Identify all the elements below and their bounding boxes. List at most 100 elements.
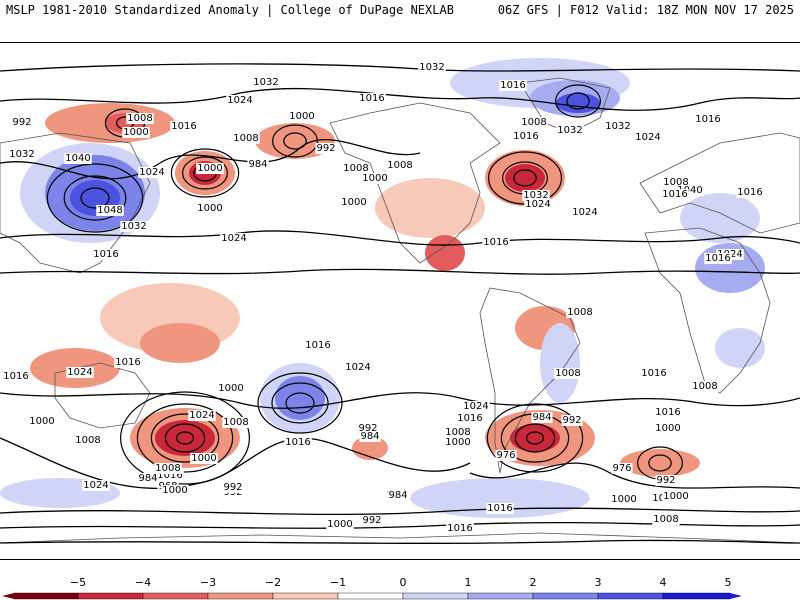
isobar-line [0,437,471,490]
legend-color-segment [77,592,144,600]
isobar-value-label: 1016 [170,121,198,132]
isobar-value-text: 1024 [83,480,108,491]
isobar-value-text: 1016 [500,80,525,91]
isobar-label-bg [531,412,553,423]
isobar-value-label: 1032 [8,149,36,160]
legend-color-segment [662,592,731,600]
isobar-ring [513,169,537,187]
isobar-label-bg [661,189,689,200]
isobar-value-label: 1000 [610,494,638,505]
isobar-label-bg [652,514,680,525]
isobar-value-text: 1008 [127,113,152,124]
isobar-ring [271,382,329,424]
isobar-label-bg [74,435,102,446]
isobar-ring [514,423,556,453]
isobar-value-text: 1032 [523,190,548,201]
isobar-value-label: 1024 [138,167,166,178]
isobar-value-label: 1032 [556,125,584,136]
isobar-value-text: 1000 [445,437,470,448]
isobar-value-text: 1000 [123,127,148,138]
legend-color-segment [13,592,79,600]
isobar-value-label: 1000 [662,491,690,502]
isobar-value-label: 1016 [640,368,668,379]
isobar-value-label: 1016 [654,407,682,418]
isobar-label-bg [691,381,719,392]
isobar-label-bg [340,197,368,208]
isobar-value-text: 1008 [653,514,678,525]
isobar-value-text: 1000 [611,494,636,505]
isobar-line [0,507,800,516]
isobar-label-bg [161,485,189,496]
isobar-value-text: 1032 [121,221,146,232]
isobar-line [0,268,800,275]
isobar-label-bg [304,340,332,351]
legend-tick-label: 3 [595,576,602,589]
mexico-low [425,235,465,271]
isobar-ring [136,403,234,473]
legend-color-segment [272,592,339,600]
isobar-ring [150,413,220,463]
isobar-value-text: 984 [388,490,407,501]
isobar-line [0,139,421,180]
isobar-value-text: 992 [656,475,675,486]
isobar-value-text: 1016 [641,368,666,379]
isobar-ring [525,431,544,445]
isobar-value-label: 1032 [252,77,280,88]
isobar-value-text: 1016 [447,523,472,534]
isobar-ring [80,187,110,209]
isobar-value-label: 1024 [524,199,552,210]
isobar-value-text: 1024 [635,132,660,143]
isobar-label-bg [566,307,594,318]
isobar-value-label: 1008 [342,163,370,174]
isobar-label-bg [634,132,662,143]
isobar-label-bg [284,437,312,448]
isobar-label-bg [156,470,184,481]
isobar-contours [0,63,800,544]
isobar-value-text: 1016 [157,470,182,481]
isobar-value-text: 992 [358,423,377,434]
isobar-value-text: 992 [362,515,381,526]
isobar-value-text: 1024 [189,410,214,421]
isobar-value-label: 1000 [326,519,354,530]
isobar-value-text: 1024 [463,401,488,412]
isobar-value-text: 1032 [419,62,444,73]
isobar-ring [257,372,343,434]
isobar-value-label: 1016 [284,437,312,448]
isobar-value-text: 1032 [253,77,278,88]
isobar-value-label: 992 [357,423,379,434]
isobar-ring [164,423,206,453]
isobar-label-bg [571,207,599,218]
isobar-label-bg [444,437,472,448]
isobar-value-text: 1016 [171,121,196,132]
isobar-value-text: 1008 [567,307,592,318]
legend-color-segment [467,592,534,600]
isobar-label-bg [222,482,244,493]
isobar-label-bg [288,111,316,122]
isobar-value-label: 1016 [486,503,514,514]
isobar-line [0,230,800,246]
isobar-ring [566,92,590,110]
color-scale-legend: −5 −4 −3 −2 −1 0 1 2 3 4 5 [2,576,742,600]
isobar-value-text: 1008 [233,133,258,144]
isobar-value-text: 984 [360,431,379,442]
isobar-line [0,392,800,409]
isobar-value-text: 992 [316,143,335,154]
isobar-value-text: 1016 [737,187,762,198]
atlantic-low-core [505,164,545,192]
isobar-label-bg [524,199,552,210]
legend-color-segment [597,592,664,600]
isobar-value-label: 1016 [446,523,474,534]
isobar-value-text: 1008 [555,368,580,379]
isobar-value-text: 1000 [655,423,680,434]
mslp-anomaly-map[interactable]: 992 1008100010161024103210161008100099298… [0,42,800,560]
isobar-value-label: 1032 [604,121,632,132]
isobar-value-label: 1000 [28,416,56,427]
legend-tick-labels: −5 −4 −3 −2 −1 0 1 2 3 4 5 [70,576,732,589]
isobar-value-label: 1016 [512,131,540,142]
isobar-ring [283,132,307,150]
isobar-label-bg [357,423,379,434]
isobar-value-label: 1024 [462,401,490,412]
isobar-value-text: 1000 [289,111,314,122]
isobar-label-bg [456,413,484,424]
isobar-label-bg [694,114,722,125]
